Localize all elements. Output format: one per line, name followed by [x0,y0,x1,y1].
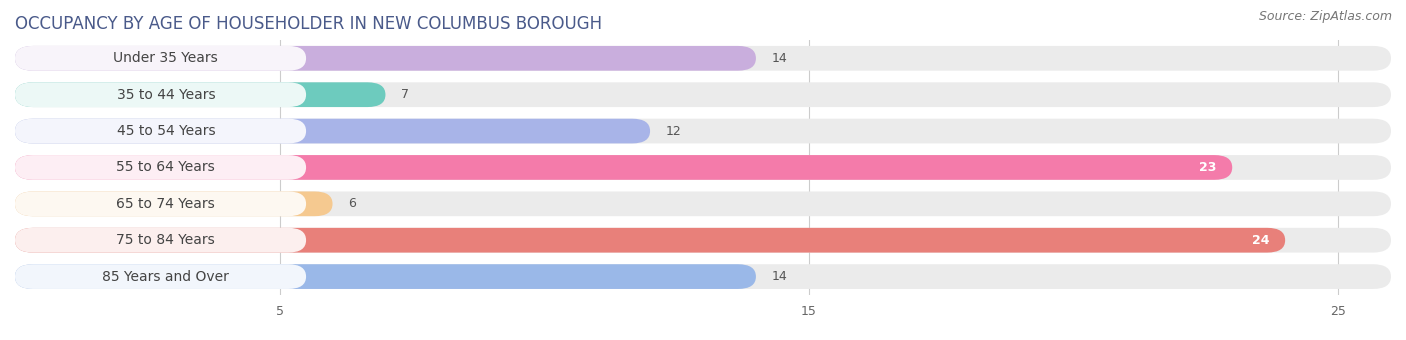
Text: 45 to 54 Years: 45 to 54 Years [117,124,215,138]
Text: 14: 14 [772,52,787,65]
Text: 55 to 64 Years: 55 to 64 Years [117,160,215,174]
Text: 6: 6 [349,197,356,210]
FancyBboxPatch shape [15,228,1285,253]
FancyBboxPatch shape [15,119,307,143]
FancyBboxPatch shape [15,228,1391,253]
FancyBboxPatch shape [15,119,650,143]
FancyBboxPatch shape [15,191,333,216]
Text: 23: 23 [1199,161,1216,174]
Text: 75 to 84 Years: 75 to 84 Years [117,233,215,247]
FancyBboxPatch shape [15,264,1391,289]
FancyBboxPatch shape [15,119,1391,143]
FancyBboxPatch shape [15,264,307,289]
Text: Source: ZipAtlas.com: Source: ZipAtlas.com [1258,10,1392,23]
FancyBboxPatch shape [15,82,385,107]
FancyBboxPatch shape [15,155,1391,180]
Text: 85 Years and Over: 85 Years and Over [103,270,229,284]
Text: Under 35 Years: Under 35 Years [114,51,218,65]
FancyBboxPatch shape [15,191,307,216]
Text: 7: 7 [401,88,409,101]
FancyBboxPatch shape [15,46,307,71]
FancyBboxPatch shape [15,155,307,180]
Text: OCCUPANCY BY AGE OF HOUSEHOLDER IN NEW COLUMBUS BOROUGH: OCCUPANCY BY AGE OF HOUSEHOLDER IN NEW C… [15,15,602,33]
FancyBboxPatch shape [15,46,756,71]
FancyBboxPatch shape [15,264,756,289]
FancyBboxPatch shape [15,82,1391,107]
Text: 14: 14 [772,270,787,283]
FancyBboxPatch shape [15,228,307,253]
Text: 12: 12 [666,124,682,138]
FancyBboxPatch shape [15,82,307,107]
Text: 35 to 44 Years: 35 to 44 Years [117,88,215,102]
FancyBboxPatch shape [15,191,1391,216]
FancyBboxPatch shape [15,155,1232,180]
FancyBboxPatch shape [15,46,1391,71]
Text: 65 to 74 Years: 65 to 74 Years [117,197,215,211]
Text: 24: 24 [1251,234,1270,247]
